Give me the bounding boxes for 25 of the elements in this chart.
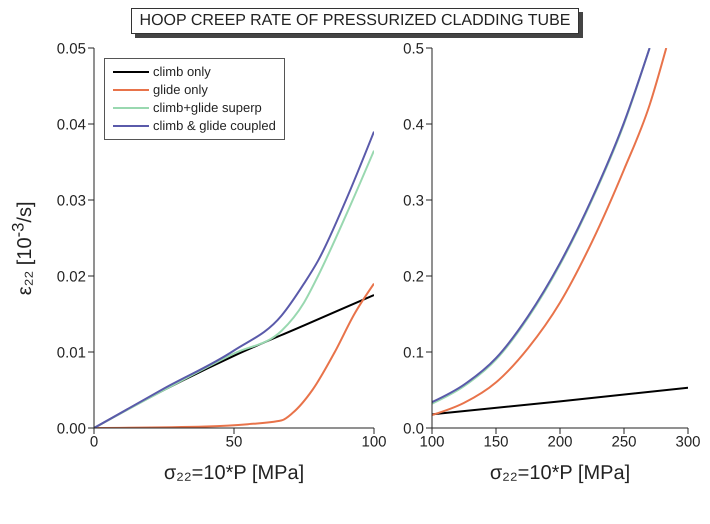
legend-label: climb+glide superp: [153, 99, 262, 117]
y-tick-label: 0.4: [403, 116, 424, 134]
y-tick-label: 0.1: [403, 344, 424, 362]
x-tick-label: 150: [483, 434, 509, 451]
x-tick-label: 250: [611, 434, 637, 451]
y-tick-label: 0.03: [56, 192, 86, 210]
y-tick-label: 0.01: [56, 344, 86, 362]
x-axis-title: σ₂₂=10*P [MPa]: [162, 462, 306, 485]
x-tick-label: 0: [90, 434, 98, 451]
x-tick-label: 200: [547, 434, 573, 451]
legend-label: glide only: [153, 81, 208, 99]
y-tick-label: 0.2: [403, 268, 424, 286]
y-tick-label: 0.3: [403, 192, 424, 210]
y-tick-label: 0.04: [56, 116, 86, 134]
x-tick-label: 50: [226, 434, 242, 451]
x-tick-label: 100: [361, 434, 387, 451]
legend-label: climb & glide coupled: [153, 117, 276, 135]
chart-title: HOOP CREEP RATE OF PRESSURIZED CLADDING TUBE: [130, 8, 580, 34]
y-tick-label: 0.02: [56, 268, 86, 286]
y-tick-label: 0.05: [56, 40, 86, 58]
x-tick-label: 300: [675, 434, 701, 451]
y-tick-label: 0.5: [403, 40, 424, 58]
x-axis-title: σ₂₂=10*P [MPa]: [488, 462, 632, 485]
legend-label: climb only: [153, 63, 211, 81]
y-tick-label: 0.00: [56, 420, 86, 438]
